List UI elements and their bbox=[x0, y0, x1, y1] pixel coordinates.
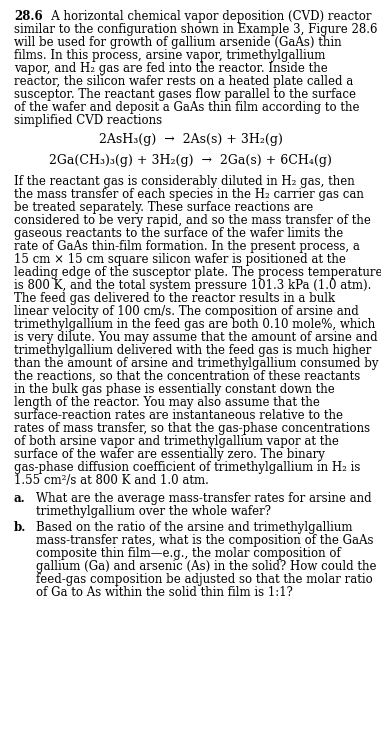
Text: be treated separately. These surface reactions are: be treated separately. These surface rea… bbox=[14, 201, 313, 214]
Text: The feed gas delivered to the reactor results in a bulk: The feed gas delivered to the reactor re… bbox=[14, 292, 335, 305]
Text: If the reactant gas is considerably diluted in H₂ gas, then: If the reactant gas is considerably dilu… bbox=[14, 175, 355, 188]
Text: similar to the configuration shown in Example 3, Figure 28.6: similar to the configuration shown in Ex… bbox=[14, 23, 378, 36]
Text: rate of GaAs thin-film formation. In the present process, a: rate of GaAs thin-film formation. In the… bbox=[14, 240, 360, 253]
Text: simplified CVD reactions: simplified CVD reactions bbox=[14, 114, 162, 127]
Text: surface of the wafer are essentially zero. The binary: surface of the wafer are essentially zer… bbox=[14, 448, 325, 461]
Text: 1.55 cm²/s at 800 K and 1.0 atm.: 1.55 cm²/s at 800 K and 1.0 atm. bbox=[14, 474, 209, 487]
Text: mass-transfer rates, what is the composition of the GaAs: mass-transfer rates, what is the composi… bbox=[36, 534, 373, 547]
Text: b.: b. bbox=[14, 521, 26, 534]
Text: than the amount of arsine and trimethylgallium consumed by: than the amount of arsine and trimethylg… bbox=[14, 357, 378, 370]
Text: is very dilute. You may assume that the amount of arsine and: is very dilute. You may assume that the … bbox=[14, 331, 378, 344]
Text: surface-reaction rates are instantaneous relative to the: surface-reaction rates are instantaneous… bbox=[14, 409, 343, 422]
Text: What are the average mass-transfer rates for arsine and: What are the average mass-transfer rates… bbox=[36, 492, 371, 505]
Text: A horizontal chemical vapor deposition (CVD) reactor: A horizontal chemical vapor deposition (… bbox=[40, 10, 371, 23]
Text: trimethylgallium in the feed gas are both 0.10 mole%, which: trimethylgallium in the feed gas are bot… bbox=[14, 318, 375, 331]
Text: linear velocity of 100 cm/s. The composition of arsine and: linear velocity of 100 cm/s. The composi… bbox=[14, 305, 359, 318]
Text: is 800 K, and the total system pressure 101.3 kPa (1.0 atm).: is 800 K, and the total system pressure … bbox=[14, 279, 371, 292]
Text: reactor, the silicon wafer rests on a heated plate called a: reactor, the silicon wafer rests on a he… bbox=[14, 75, 353, 88]
Text: trimethylgallium delivered with the feed gas is much higher: trimethylgallium delivered with the feed… bbox=[14, 344, 371, 357]
Text: leading edge of the susceptor plate. The process temperature: leading edge of the susceptor plate. The… bbox=[14, 266, 381, 279]
Text: of Ga to As within the solid thin film is 1:1?: of Ga to As within the solid thin film i… bbox=[36, 586, 293, 599]
Text: the mass transfer of each species in the H₂ carrier gas can: the mass transfer of each species in the… bbox=[14, 188, 364, 201]
Text: 2AsH₃(g)  →  2As(s) + 3H₂(g): 2AsH₃(g) → 2As(s) + 3H₂(g) bbox=[99, 133, 282, 146]
Text: gaseous reactants to the surface of the wafer limits the: gaseous reactants to the surface of the … bbox=[14, 227, 343, 240]
Text: length of the reactor. You may also assume that the: length of the reactor. You may also assu… bbox=[14, 396, 320, 409]
Text: 15 cm × 15 cm square silicon wafer is positioned at the: 15 cm × 15 cm square silicon wafer is po… bbox=[14, 253, 346, 266]
Text: susceptor. The reactant gases flow parallel to the surface: susceptor. The reactant gases flow paral… bbox=[14, 88, 356, 101]
Text: the reactions, so that the concentration of these reactants: the reactions, so that the concentration… bbox=[14, 370, 360, 383]
Text: rates of mass transfer, so that the gas-phase concentrations: rates of mass transfer, so that the gas-… bbox=[14, 422, 370, 435]
Text: in the bulk gas phase is essentially constant down the: in the bulk gas phase is essentially con… bbox=[14, 383, 335, 396]
Text: a.: a. bbox=[14, 492, 26, 505]
Text: Based on the ratio of the arsine and trimethylgallium: Based on the ratio of the arsine and tri… bbox=[36, 521, 352, 534]
Text: 2Ga(CH₃)₃(g) + 3H₂(g)  →  2Ga(s) + 6CH₄(g): 2Ga(CH₃)₃(g) + 3H₂(g) → 2Ga(s) + 6CH₄(g) bbox=[49, 154, 332, 167]
Text: of the wafer and deposit a GaAs thin film according to the: of the wafer and deposit a GaAs thin fil… bbox=[14, 101, 360, 114]
Text: gallium (Ga) and arsenic (As) in the solid? How could the: gallium (Ga) and arsenic (As) in the sol… bbox=[36, 560, 376, 573]
Text: considered to be very rapid, and so the mass transfer of the: considered to be very rapid, and so the … bbox=[14, 214, 371, 227]
Text: will be used for growth of gallium arsenide (GaAs) thin: will be used for growth of gallium arsen… bbox=[14, 36, 342, 49]
Text: composite thin film—e.g., the molar composition of: composite thin film—e.g., the molar comp… bbox=[36, 547, 341, 560]
Text: films. In this process, arsine vapor, trimethylgallium: films. In this process, arsine vapor, tr… bbox=[14, 49, 325, 62]
Text: gas-phase diffusion coefficient of trimethylgallium in H₂ is: gas-phase diffusion coefficient of trime… bbox=[14, 461, 360, 474]
Text: of both arsine vapor and trimethylgallium vapor at the: of both arsine vapor and trimethylgalliu… bbox=[14, 435, 339, 448]
Text: 28.6: 28.6 bbox=[14, 10, 43, 23]
Text: vapor, and H₂ gas are fed into the reactor. Inside the: vapor, and H₂ gas are fed into the react… bbox=[14, 62, 328, 75]
Text: trimethylgallium over the whole wafer?: trimethylgallium over the whole wafer? bbox=[36, 505, 271, 518]
Text: feed-gas composition be adjusted so that the molar ratio: feed-gas composition be adjusted so that… bbox=[36, 573, 373, 586]
